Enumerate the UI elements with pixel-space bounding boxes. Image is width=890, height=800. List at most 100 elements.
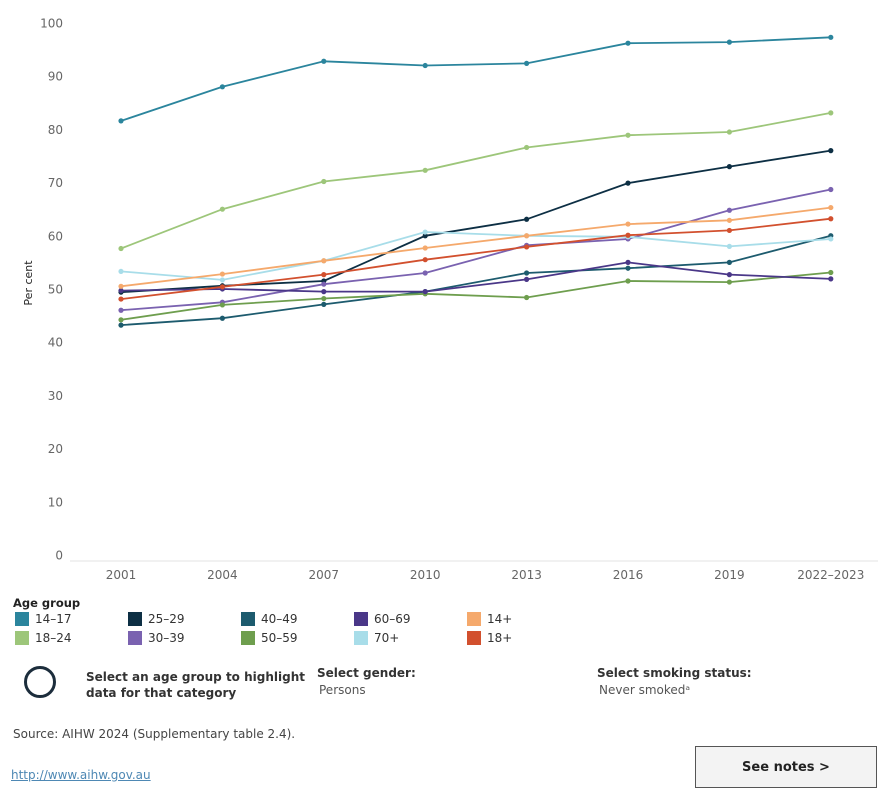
data-point[interactable]: [219, 277, 225, 283]
data-point[interactable]: [118, 268, 124, 275]
series-line[interactable]: [120, 36, 831, 122]
data-point[interactable]: [321, 301, 327, 307]
data-point[interactable]: [828, 186, 834, 193]
series-14+[interactable]: [118, 204, 834, 289]
data-point[interactable]: [219, 271, 225, 277]
data-point[interactable]: [726, 207, 733, 213]
series-line[interactable]: [120, 234, 832, 326]
data-point[interactable]: [726, 217, 733, 223]
legend-item[interactable]: 18+: [467, 631, 512, 645]
data-point[interactable]: [625, 180, 631, 186]
data-point[interactable]: [118, 322, 124, 328]
gender-filter-value[interactable]: Persons: [319, 683, 366, 697]
series-line[interactable]: [120, 261, 831, 293]
data-point[interactable]: [219, 284, 225, 290]
data-point[interactable]: [828, 204, 834, 211]
aihw-link[interactable]: http://www.aihw.gov.au: [11, 768, 151, 782]
data-point[interactable]: [828, 216, 834, 222]
data-point[interactable]: [625, 259, 631, 265]
data-point[interactable]: [625, 221, 631, 227]
data-point[interactable]: [118, 307, 124, 313]
data-point[interactable]: [422, 270, 428, 276]
data-point[interactable]: [219, 206, 225, 212]
legend-item[interactable]: 70+: [354, 631, 399, 645]
data-point[interactable]: [118, 118, 124, 124]
data-point[interactable]: [219, 302, 225, 308]
data-point[interactable]: [726, 39, 733, 45]
data-point[interactable]: [422, 229, 428, 235]
data-point[interactable]: [422, 257, 428, 263]
data-point[interactable]: [321, 289, 327, 295]
data-point[interactable]: [625, 132, 631, 138]
series-line[interactable]: [120, 112, 831, 250]
data-point[interactable]: [524, 276, 530, 282]
data-point[interactable]: [321, 295, 327, 302]
data-point[interactable]: [422, 62, 428, 69]
legend-item[interactable]: 30–39: [128, 631, 185, 645]
data-point[interactable]: [726, 243, 733, 250]
data-point[interactable]: [625, 40, 631, 46]
data-point[interactable]: [422, 289, 428, 295]
series-line[interactable]: [120, 271, 831, 321]
legend-item[interactable]: 18–24: [15, 631, 72, 645]
data-point[interactable]: [828, 148, 834, 154]
data-point[interactable]: [524, 233, 530, 239]
data-point[interactable]: [524, 244, 530, 250]
series-40–49[interactable]: [118, 233, 834, 328]
data-point[interactable]: [321, 58, 327, 64]
data-point[interactable]: [625, 265, 631, 271]
series-50–59[interactable]: [118, 269, 834, 323]
data-point[interactable]: [321, 258, 327, 264]
data-point[interactable]: [422, 167, 428, 173]
legend-item[interactable]: 40–49: [241, 612, 298, 626]
data-point[interactable]: [726, 227, 733, 234]
data-point[interactable]: [828, 236, 834, 242]
data-point[interactable]: [726, 272, 733, 278]
data-point[interactable]: [828, 34, 834, 40]
data-point[interactable]: [118, 287, 124, 294]
series-line[interactable]: [120, 188, 831, 312]
data-point[interactable]: [726, 279, 733, 285]
legend-item[interactable]: 14+: [467, 612, 512, 626]
series-18–24[interactable]: [118, 110, 834, 252]
data-point[interactable]: [726, 259, 733, 265]
data-point[interactable]: [118, 283, 124, 289]
series-30–39[interactable]: [118, 186, 834, 313]
legend-item[interactable]: 14–17: [15, 612, 72, 626]
see-notes-button[interactable]: See notes >: [695, 746, 877, 788]
data-point[interactable]: [524, 294, 530, 301]
data-point[interactable]: [118, 317, 124, 323]
series-14–17[interactable]: [118, 34, 834, 124]
series-line[interactable]: [120, 231, 831, 281]
data-point[interactable]: [118, 296, 124, 302]
legend-item[interactable]: 50–59: [241, 631, 298, 645]
legend-item[interactable]: 60–69: [354, 612, 411, 626]
data-point[interactable]: [219, 315, 225, 321]
data-point[interactable]: [625, 232, 631, 238]
data-point[interactable]: [118, 245, 124, 252]
data-point[interactable]: [219, 84, 225, 90]
data-point[interactable]: [321, 281, 327, 287]
data-point[interactable]: [828, 269, 834, 276]
data-point[interactable]: [828, 276, 834, 282]
data-point[interactable]: [726, 164, 733, 170]
data-point[interactable]: [726, 129, 733, 135]
legend-item[interactable]: 25–29: [128, 612, 185, 626]
series-60–69[interactable]: [118, 259, 834, 295]
data-point[interactable]: [524, 216, 530, 222]
series-line[interactable]: [120, 149, 831, 294]
data-point[interactable]: [524, 60, 530, 66]
data-point[interactable]: [828, 110, 834, 116]
series-line[interactable]: [120, 217, 831, 300]
data-point[interactable]: [321, 272, 327, 278]
data-point[interactable]: [524, 144, 530, 151]
data-point[interactable]: [524, 270, 530, 276]
data-point[interactable]: [422, 233, 428, 239]
circle-icon[interactable]: [24, 666, 56, 698]
series-line[interactable]: [120, 206, 831, 288]
smoking-filter-value[interactable]: Never smokedᵃ: [599, 683, 691, 697]
data-point[interactable]: [321, 178, 327, 185]
series-18+[interactable]: [118, 216, 834, 302]
series-25–29[interactable]: [118, 148, 834, 295]
data-point[interactable]: [625, 278, 631, 284]
